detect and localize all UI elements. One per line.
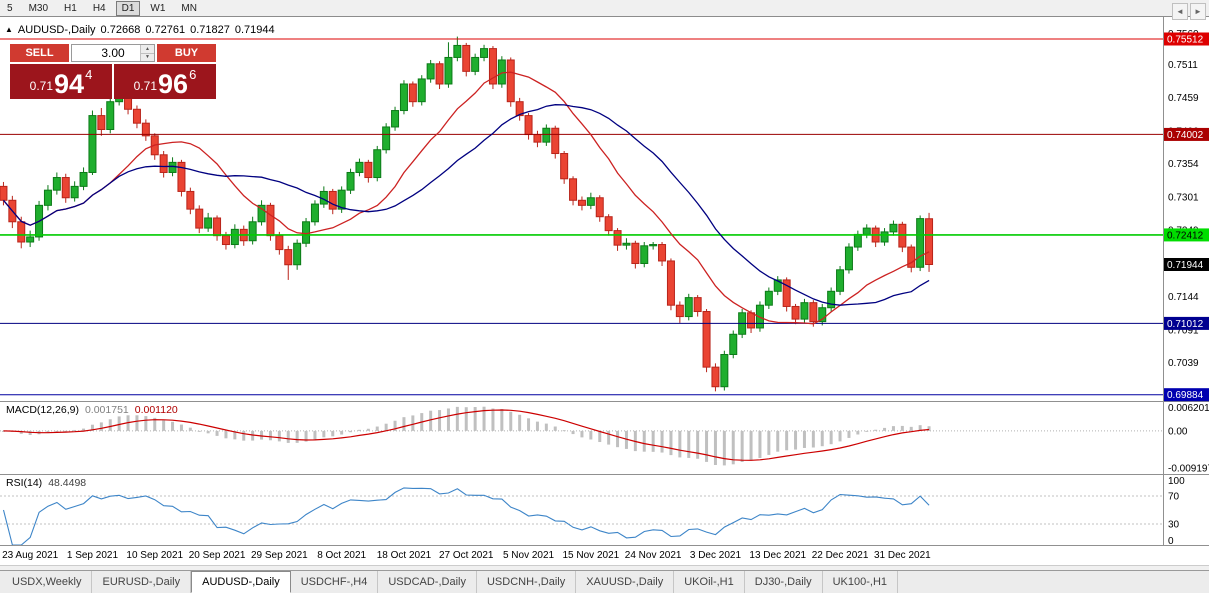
svg-text:-0.009197: -0.009197 — [1168, 463, 1209, 474]
svg-text:13 Dec 2021: 13 Dec 2021 — [749, 550, 806, 561]
svg-text:0.71012: 0.71012 — [1167, 319, 1204, 330]
svg-text:0.7091: 0.7091 — [1168, 325, 1199, 336]
sell-price-prefix: 0.71 — [29, 79, 54, 93]
svg-text:100: 100 — [1168, 476, 1185, 487]
svg-text:0.7039: 0.7039 — [1168, 358, 1199, 369]
svg-text:3 Dec 2021: 3 Dec 2021 — [690, 550, 742, 561]
svg-text:0.69884: 0.69884 — [1167, 390, 1204, 401]
macd-label: MACD(12,26,9) 0.001751 0.001120 — [6, 404, 178, 416]
tab-scroll-right-icon[interactable]: ► — [1190, 3, 1206, 20]
volume-input[interactable]: 3.00 ▲ ▼ — [71, 44, 155, 62]
volume-spinner: ▲ ▼ — [140, 45, 154, 61]
tab-uk100-h1[interactable]: UK100-,H1 — [823, 571, 899, 593]
tab-usdchf-h4[interactable]: USDCHF-,H4 — [291, 571, 379, 593]
svg-text:22 Dec 2021: 22 Dec 2021 — [812, 550, 869, 561]
ma-line-13 — [3, 71, 930, 325]
buy-price-display[interactable]: 0.71 96 6 — [114, 64, 216, 99]
tab-xauusd-daily[interactable]: XAUUSD-,Daily — [576, 571, 675, 593]
tab-usdx-weekly[interactable]: USDX,Weekly — [2, 571, 93, 593]
sell-button[interactable]: SELL — [10, 44, 69, 62]
svg-text:0: 0 — [1168, 536, 1174, 547]
pane-separators — [0, 17, 1209, 546]
svg-text:24 Nov 2021: 24 Nov 2021 — [625, 550, 682, 561]
tab-audusd-daily[interactable]: AUDUSD-,Daily — [191, 571, 291, 593]
svg-text:30: 30 — [1168, 520, 1180, 531]
chart-tab-bar: USDX,Weekly EURUSD-,Daily AUDUSD-,Daily USD… — [0, 570, 1209, 593]
ma-lines — [3, 71, 930, 325]
svg-text:70: 70 — [1168, 492, 1180, 503]
tab-eurusd-daily[interactable]: EURUSD-,Daily — [92, 571, 192, 593]
tab-scroll-left-icon[interactable]: ◄ — [1172, 3, 1188, 20]
buy-price-pip-digit: 6 — [189, 67, 197, 82]
high-value: 0.72761 — [145, 24, 186, 36]
svg-text:5 Nov 2021: 5 Nov 2021 — [503, 550, 555, 561]
svg-text:18 Oct 2021: 18 Oct 2021 — [377, 550, 432, 561]
tab-scroll-controls: ◄ ► — [1172, 3, 1206, 20]
svg-text:0.72412: 0.72412 — [1167, 230, 1204, 241]
svg-text:0.71944: 0.71944 — [1167, 260, 1204, 271]
chart-ohlc-header: ▲ AUDUSD-,Daily 0.72668 0.72761 0.71827 … — [5, 24, 275, 36]
macd-pane — [0, 406, 1163, 466]
timeframe-button-d1[interactable]: D1 — [115, 0, 141, 16]
price-chart-canvas[interactable]: 0.75600.75110.74590.74060.73540.73010.72… — [0, 17, 1209, 565]
volume-spinner-down-icon[interactable]: ▼ — [141, 53, 154, 61]
panel-collapse-icon[interactable]: ▲ — [5, 25, 13, 34]
svg-text:0.7144: 0.7144 — [1168, 292, 1199, 303]
sell-price-pip-digit: 4 — [85, 67, 93, 82]
svg-text:0.006201: 0.006201 — [1168, 403, 1209, 414]
buy-price-big-digits: 96 — [158, 69, 189, 99]
svg-text:0.75512: 0.75512 — [1167, 34, 1204, 45]
timeframe-button-m30[interactable]: M30 — [28, 2, 49, 14]
one-click-trading-panel: SELL 3.00 ▲ ▼ BUY 0.71 94 4 0.71 96 6 — [10, 44, 216, 99]
tab-dj30-daily[interactable]: DJ30-,Daily — [745, 571, 823, 593]
timeframe-button-h1[interactable]: H1 — [64, 2, 77, 14]
tab-usdcad-daily[interactable]: USDCAD-,Daily — [378, 571, 477, 593]
svg-text:29 Sep 2021: 29 Sep 2021 — [251, 550, 308, 561]
timeframe-toolbar: 5 M30 H1 H4 D1 W1 MN — [0, 0, 1209, 17]
candlesticks — [0, 36, 934, 392]
svg-text:10 Sep 2021: 10 Sep 2021 — [126, 550, 183, 561]
open-value: 0.72668 — [100, 24, 141, 36]
svg-text:0.00: 0.00 — [1168, 426, 1188, 437]
close-value: 0.71944 — [234, 24, 275, 36]
ma-line-24 — [3, 104, 930, 306]
svg-text:27 Oct 2021: 27 Oct 2021 — [439, 550, 494, 561]
tab-usdcnh-daily[interactable]: USDCNH-,Daily — [477, 571, 577, 593]
svg-text:0.7511: 0.7511 — [1168, 60, 1198, 71]
timeframe-button-h4[interactable]: H4 — [92, 2, 106, 14]
horizontal-scroll-strip[interactable] — [0, 565, 1209, 571]
volume-value: 3.00 — [101, 46, 125, 60]
symbol-label: AUDUSD-,Daily — [17, 24, 96, 36]
sell-price-display[interactable]: 0.71 94 4 — [10, 64, 112, 99]
timeframe-button-mn[interactable]: MN — [181, 2, 197, 14]
horizontal-level-lines[interactable] — [0, 38, 1163, 396]
buy-price-prefix: 0.71 — [133, 79, 158, 93]
svg-text:20 Sep 2021: 20 Sep 2021 — [189, 550, 246, 561]
buy-button[interactable]: BUY — [157, 44, 216, 62]
svg-text:0.7354: 0.7354 — [1168, 159, 1199, 170]
timeframe-button-5[interactable]: 5 — [7, 2, 13, 14]
tab-ukoil-h1[interactable]: UKOil-,H1 — [674, 571, 745, 593]
price-scale: 0.75600.75110.74590.74060.73540.73010.72… — [1168, 29, 1209, 547]
svg-text:0.7301: 0.7301 — [1168, 193, 1199, 204]
svg-text:1 Sep 2021: 1 Sep 2021 — [67, 550, 119, 561]
rsi-label: RSI(14) 48.4498 — [6, 477, 86, 489]
svg-text:8 Oct 2021: 8 Oct 2021 — [317, 550, 366, 561]
svg-text:15 Nov 2021: 15 Nov 2021 — [562, 550, 619, 561]
svg-text:23 Aug 2021: 23 Aug 2021 — [2, 550, 59, 561]
svg-text:0.7459: 0.7459 — [1168, 93, 1199, 104]
rsi-pane — [0, 487, 1163, 545]
price-scale-badges: 0.75512 0.74002 0.72412 0.71012 0.69884 0.719… — [1164, 32, 1209, 402]
timeframe-button-w1[interactable]: W1 — [150, 2, 166, 14]
volume-spinner-up-icon[interactable]: ▲ — [141, 45, 154, 54]
svg-text:31 Dec 2021: 31 Dec 2021 — [874, 550, 931, 561]
macd-signal-line — [3, 409, 930, 461]
rsi-line — [2, 487, 930, 545]
x-axis-date-labels: 23 Aug 2021 1 Sep 2021 10 Sep 2021 20 Sep 2… — [2, 550, 931, 561]
low-value: 0.71827 — [190, 24, 230, 36]
sell-price-big-digits: 94 — [54, 69, 85, 99]
svg-text:0.74002: 0.74002 — [1167, 130, 1204, 141]
